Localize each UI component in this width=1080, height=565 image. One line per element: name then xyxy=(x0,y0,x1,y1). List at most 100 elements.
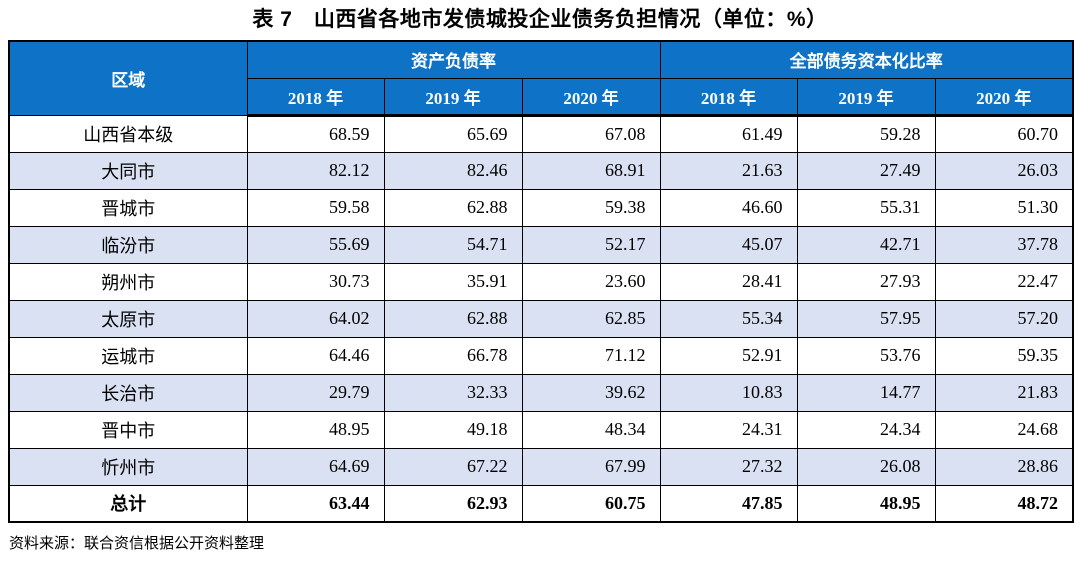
value-cell: 45.07 xyxy=(659,225,798,264)
value-cell: 48.34 xyxy=(521,410,661,449)
value-cell: 47.85 xyxy=(659,484,798,523)
value-cell: 46.60 xyxy=(659,188,798,227)
value-cell: 39.62 xyxy=(521,373,661,412)
value-cell: 26.03 xyxy=(934,151,1074,190)
region-cell: 忻州市 xyxy=(8,447,248,486)
value-cell: 68.59 xyxy=(246,114,385,153)
value-cell: 27.32 xyxy=(659,447,798,486)
table-row: 大同市 82.12 82.46 68.91 21.63 27.49 26.03 xyxy=(8,151,1074,190)
source-note: 资料来源：联合资信根据公开资料整理 xyxy=(9,536,265,552)
value-cell: 28.86 xyxy=(934,447,1074,486)
table-row: 太原市 64.02 62.88 62.85 55.34 57.95 57.20 xyxy=(8,299,1074,338)
year-header-2019-left: 2019 年 xyxy=(383,77,523,117)
value-cell: 48.95 xyxy=(246,410,385,449)
group-header-row: 区域 资产负债率 全部债务资本化比率 xyxy=(8,40,1074,116)
value-cell: 27.49 xyxy=(796,151,936,190)
value-cell: 59.35 xyxy=(934,336,1074,375)
value-cell: 59.58 xyxy=(246,188,385,227)
value-cell: 10.83 xyxy=(659,373,798,412)
table-row: 晋城市 59.58 62.88 59.38 46.60 55.31 51.30 xyxy=(8,188,1074,227)
table-row-total: 总计 63.44 62.93 60.75 47.85 48.95 48.72 xyxy=(8,484,1074,523)
table-header: 区域 资产负债率 全部债务资本化比率 2018 年 2019 年 2020 年 … xyxy=(8,40,1074,117)
year-header-row: 2018 年 2019 年 2020 年 2018 年 2019 年 2020 … xyxy=(9,77,1074,117)
table-body: 山西省本级 68.59 65.69 67.08 61.49 59.28 60.70 大同市 82… xyxy=(8,114,1074,523)
value-cell: 54.71 xyxy=(383,225,523,264)
value-cell: 59.38 xyxy=(521,188,661,227)
value-cell: 26.08 xyxy=(796,447,936,486)
value-cell: 23.60 xyxy=(521,262,661,301)
year-header-2020-right: 2020 年 xyxy=(934,77,1074,117)
debt-burden-table: 区域 资产负债率 全部债务资本化比率 2018 年 2019 年 2020 年 … xyxy=(8,40,1075,523)
value-cell: 28.41 xyxy=(659,262,798,301)
value-cell: 24.68 xyxy=(934,410,1074,449)
value-cell: 62.93 xyxy=(383,484,523,523)
table-row: 晋中市 48.95 49.18 48.34 24.31 24.34 24.68 xyxy=(8,410,1074,449)
table-row: 长治市 29.79 32.33 39.62 10.83 14.77 21.83 xyxy=(8,373,1074,412)
value-cell: 42.71 xyxy=(796,225,936,264)
table-row: 朔州市 30.73 35.91 23.60 28.41 27.93 22.47 xyxy=(8,262,1074,301)
value-cell: 49.18 xyxy=(383,410,523,449)
value-cell: 55.34 xyxy=(659,299,798,338)
value-cell: 68.91 xyxy=(521,151,661,190)
year-header-2020-left: 2020 年 xyxy=(521,77,661,117)
value-cell: 27.93 xyxy=(796,262,936,301)
value-cell: 14.77 xyxy=(796,373,936,412)
value-cell: 62.88 xyxy=(383,188,523,227)
table-title: 表 7 山西省各地市发债城投企业债务负担情况（单位：%） xyxy=(252,8,828,31)
value-cell: 82.12 xyxy=(246,151,385,190)
value-cell: 62.88 xyxy=(383,299,523,338)
table-row: 山西省本级 68.59 65.69 67.08 61.49 59.28 60.70 xyxy=(8,114,1074,153)
value-cell: 21.83 xyxy=(934,373,1074,412)
value-cell: 61.49 xyxy=(659,114,798,153)
year-header-2019-right: 2019 年 xyxy=(796,77,936,117)
value-cell: 52.17 xyxy=(521,225,661,264)
value-cell: 64.46 xyxy=(246,336,385,375)
table-row: 临汾市 55.69 54.71 52.17 45.07 42.71 37.78 xyxy=(8,225,1074,264)
value-cell: 24.34 xyxy=(796,410,936,449)
region-cell: 总计 xyxy=(8,484,248,523)
region-cell: 临汾市 xyxy=(8,225,248,264)
value-cell: 67.22 xyxy=(383,447,523,486)
value-cell: 48.95 xyxy=(796,484,936,523)
region-cell: 朔州市 xyxy=(8,262,248,301)
value-cell: 63.44 xyxy=(246,484,385,523)
value-cell: 59.28 xyxy=(796,114,936,153)
value-cell: 29.79 xyxy=(246,373,385,412)
value-cell: 71.12 xyxy=(521,336,661,375)
value-cell: 57.20 xyxy=(934,299,1074,338)
region-cell: 大同市 xyxy=(8,151,248,190)
column-header-region: 区域 xyxy=(8,40,248,116)
value-cell: 35.91 xyxy=(383,262,523,301)
value-cell: 64.69 xyxy=(246,447,385,486)
region-cell: 太原市 xyxy=(8,299,248,338)
value-cell: 67.99 xyxy=(521,447,661,486)
region-cell: 长治市 xyxy=(8,373,248,412)
value-cell: 65.69 xyxy=(383,114,523,153)
value-cell: 21.63 xyxy=(659,151,798,190)
value-cell: 22.47 xyxy=(934,262,1074,301)
value-cell: 67.08 xyxy=(521,114,661,153)
table-row: 运城市 64.46 66.78 71.12 52.91 53.76 59.35 xyxy=(8,336,1074,375)
value-cell: 64.02 xyxy=(246,299,385,338)
region-cell: 运城市 xyxy=(8,336,248,375)
value-cell: 53.76 xyxy=(796,336,936,375)
column-group-total-debt-capitalization-ratio: 全部债务资本化比率 xyxy=(659,40,1074,79)
value-cell: 24.31 xyxy=(659,410,798,449)
value-cell: 51.30 xyxy=(934,188,1074,227)
value-cell: 60.75 xyxy=(521,484,661,523)
value-cell: 82.46 xyxy=(383,151,523,190)
region-cell: 山西省本级 xyxy=(8,114,248,153)
value-cell: 48.72 xyxy=(934,484,1074,523)
table-row: 忻州市 64.69 67.22 67.99 27.32 26.08 28.86 xyxy=(8,447,1074,486)
column-group-asset-liability-ratio: 资产负债率 xyxy=(246,40,661,79)
value-cell: 57.95 xyxy=(796,299,936,338)
value-cell: 55.69 xyxy=(246,225,385,264)
value-cell: 30.73 xyxy=(246,262,385,301)
value-cell: 55.31 xyxy=(796,188,936,227)
value-cell: 32.33 xyxy=(383,373,523,412)
year-header-2018-left: 2018 年 xyxy=(246,77,385,117)
value-cell: 62.85 xyxy=(521,299,661,338)
year-header-2018-right: 2018 年 xyxy=(659,77,798,117)
region-cell: 晋中市 xyxy=(8,410,248,449)
